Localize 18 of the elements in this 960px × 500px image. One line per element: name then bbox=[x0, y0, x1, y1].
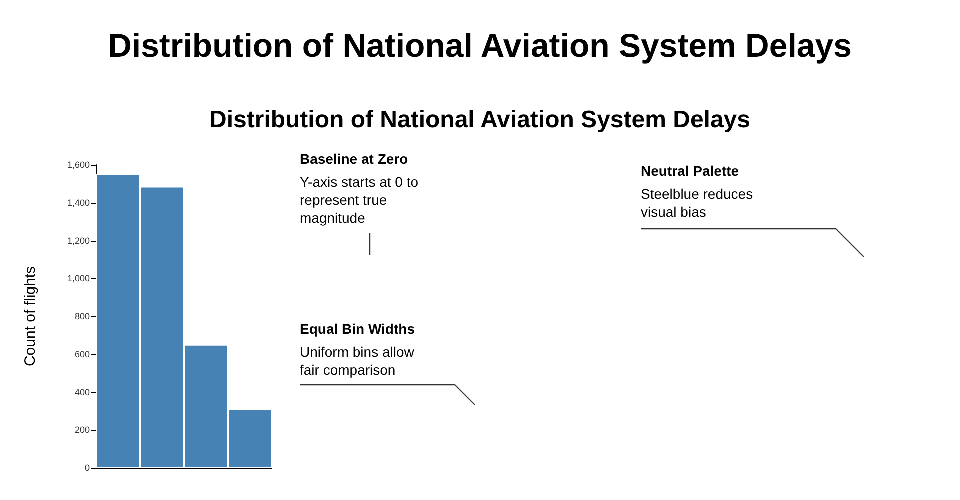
text: Y-axis starts at 0 to represent true magnitude bbox=[300, 173, 420, 227]
text: Distribution of National Aviation System Delays bbox=[210, 106, 750, 134]
y-tick-label: 400 bbox=[74, 387, 90, 398]
y-tick-label: 1,000 bbox=[67, 274, 90, 284]
y-tick-label: 1,600 bbox=[67, 160, 90, 170]
y-tick-label: 1,400 bbox=[67, 198, 90, 208]
y-tick-label: 800 bbox=[74, 312, 90, 322]
text: Equal Bin Widths bbox=[300, 320, 415, 338]
text: Distribution of National Aviation System Delays bbox=[108, 27, 852, 64]
y-tick-label: 200 bbox=[74, 425, 90, 436]
text: Baseline at Zero bbox=[300, 150, 408, 168]
y-tick-label: 0 bbox=[84, 463, 90, 473]
text: Neutral Palette bbox=[641, 162, 740, 180]
y-tick-label: 1,200 bbox=[67, 236, 90, 246]
text: Uniform bins allow fair comparison bbox=[300, 343, 416, 379]
text: Steelblue reduces visual bias bbox=[641, 185, 754, 221]
y-tick-label: 600 bbox=[74, 349, 90, 360]
y-axis-title: Count of flights bbox=[22, 266, 39, 367]
